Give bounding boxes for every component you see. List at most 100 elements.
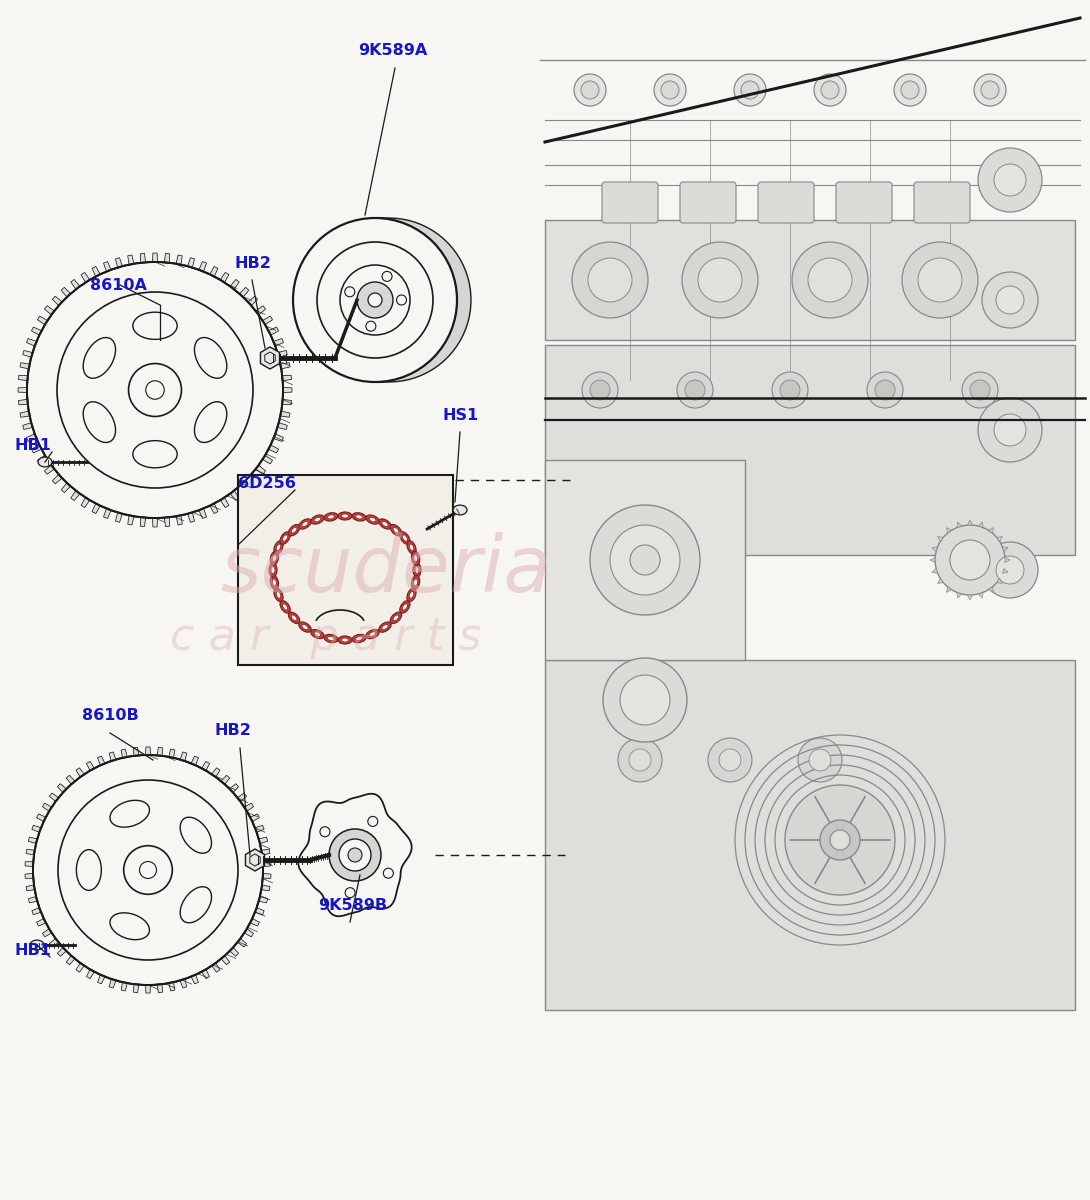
Polygon shape bbox=[187, 258, 194, 268]
Polygon shape bbox=[238, 793, 246, 802]
Ellipse shape bbox=[302, 624, 308, 630]
Circle shape bbox=[780, 380, 800, 400]
Polygon shape bbox=[255, 907, 264, 914]
Polygon shape bbox=[230, 784, 239, 792]
Circle shape bbox=[582, 372, 618, 408]
Polygon shape bbox=[86, 762, 95, 770]
Ellipse shape bbox=[314, 632, 320, 636]
Polygon shape bbox=[43, 929, 51, 937]
Polygon shape bbox=[263, 316, 272, 325]
Polygon shape bbox=[180, 979, 186, 988]
Ellipse shape bbox=[355, 636, 363, 641]
Polygon shape bbox=[968, 520, 972, 526]
Polygon shape bbox=[283, 388, 292, 392]
Polygon shape bbox=[32, 328, 41, 335]
Ellipse shape bbox=[291, 527, 296, 533]
Circle shape bbox=[677, 372, 713, 408]
Polygon shape bbox=[169, 749, 174, 758]
Bar bbox=[545, 460, 744, 660]
Ellipse shape bbox=[338, 636, 352, 644]
Text: HB1: HB1 bbox=[15, 438, 52, 452]
Ellipse shape bbox=[324, 512, 338, 521]
FancyBboxPatch shape bbox=[680, 182, 736, 223]
Polygon shape bbox=[282, 376, 291, 380]
Ellipse shape bbox=[299, 622, 312, 632]
Circle shape bbox=[970, 380, 990, 400]
Ellipse shape bbox=[314, 517, 320, 522]
Ellipse shape bbox=[311, 515, 324, 524]
Circle shape bbox=[894, 74, 926, 106]
Polygon shape bbox=[169, 982, 174, 991]
Polygon shape bbox=[247, 474, 257, 484]
Polygon shape bbox=[32, 907, 41, 914]
Polygon shape bbox=[98, 974, 105, 984]
Polygon shape bbox=[221, 955, 230, 965]
Polygon shape bbox=[66, 775, 75, 785]
Polygon shape bbox=[165, 253, 170, 263]
Polygon shape bbox=[109, 979, 116, 988]
Circle shape bbox=[903, 242, 978, 318]
FancyBboxPatch shape bbox=[915, 182, 970, 223]
Polygon shape bbox=[1003, 547, 1008, 552]
Polygon shape bbox=[58, 948, 66, 956]
Circle shape bbox=[901, 80, 919, 98]
Text: HS1: HS1 bbox=[443, 408, 479, 422]
Polygon shape bbox=[37, 918, 46, 926]
Ellipse shape bbox=[270, 576, 279, 589]
Circle shape bbox=[33, 755, 263, 985]
Text: c a r   p a r t s: c a r p a r t s bbox=[170, 616, 482, 659]
Circle shape bbox=[982, 542, 1038, 598]
Ellipse shape bbox=[413, 578, 417, 586]
Polygon shape bbox=[280, 362, 290, 368]
Circle shape bbox=[950, 540, 990, 580]
Polygon shape bbox=[71, 491, 80, 500]
Circle shape bbox=[698, 258, 742, 302]
Polygon shape bbox=[146, 985, 150, 994]
FancyBboxPatch shape bbox=[758, 182, 814, 223]
Polygon shape bbox=[26, 884, 35, 890]
Ellipse shape bbox=[413, 563, 421, 577]
Polygon shape bbox=[989, 587, 993, 593]
Polygon shape bbox=[244, 929, 254, 937]
Ellipse shape bbox=[393, 614, 399, 620]
Ellipse shape bbox=[382, 624, 388, 630]
Ellipse shape bbox=[38, 457, 52, 467]
Ellipse shape bbox=[311, 630, 324, 638]
Polygon shape bbox=[230, 280, 239, 289]
Polygon shape bbox=[238, 938, 246, 947]
Circle shape bbox=[618, 738, 662, 782]
Polygon shape bbox=[930, 558, 935, 563]
Ellipse shape bbox=[289, 612, 300, 624]
Polygon shape bbox=[263, 874, 271, 878]
Polygon shape bbox=[230, 491, 239, 500]
Polygon shape bbox=[957, 522, 961, 528]
Polygon shape bbox=[32, 445, 41, 452]
Circle shape bbox=[798, 738, 841, 782]
Polygon shape bbox=[133, 984, 138, 992]
Text: 8610A: 8610A bbox=[90, 278, 147, 293]
Polygon shape bbox=[268, 445, 279, 452]
Polygon shape bbox=[109, 752, 116, 761]
Ellipse shape bbox=[370, 632, 376, 636]
Circle shape bbox=[293, 218, 457, 382]
Polygon shape bbox=[86, 970, 95, 978]
Polygon shape bbox=[263, 455, 272, 464]
Polygon shape bbox=[274, 434, 283, 442]
Polygon shape bbox=[58, 784, 66, 792]
Ellipse shape bbox=[402, 535, 408, 541]
Ellipse shape bbox=[299, 518, 312, 529]
Polygon shape bbox=[250, 918, 259, 926]
Ellipse shape bbox=[280, 532, 290, 545]
Circle shape bbox=[875, 380, 895, 400]
Circle shape bbox=[792, 242, 868, 318]
Polygon shape bbox=[968, 595, 972, 600]
Circle shape bbox=[734, 74, 766, 106]
Text: 9K589A: 9K589A bbox=[358, 43, 427, 58]
Circle shape bbox=[708, 738, 752, 782]
Ellipse shape bbox=[402, 604, 408, 610]
Circle shape bbox=[978, 148, 1042, 212]
Ellipse shape bbox=[382, 522, 388, 527]
Circle shape bbox=[982, 272, 1038, 328]
Polygon shape bbox=[45, 306, 55, 314]
Polygon shape bbox=[146, 746, 150, 755]
